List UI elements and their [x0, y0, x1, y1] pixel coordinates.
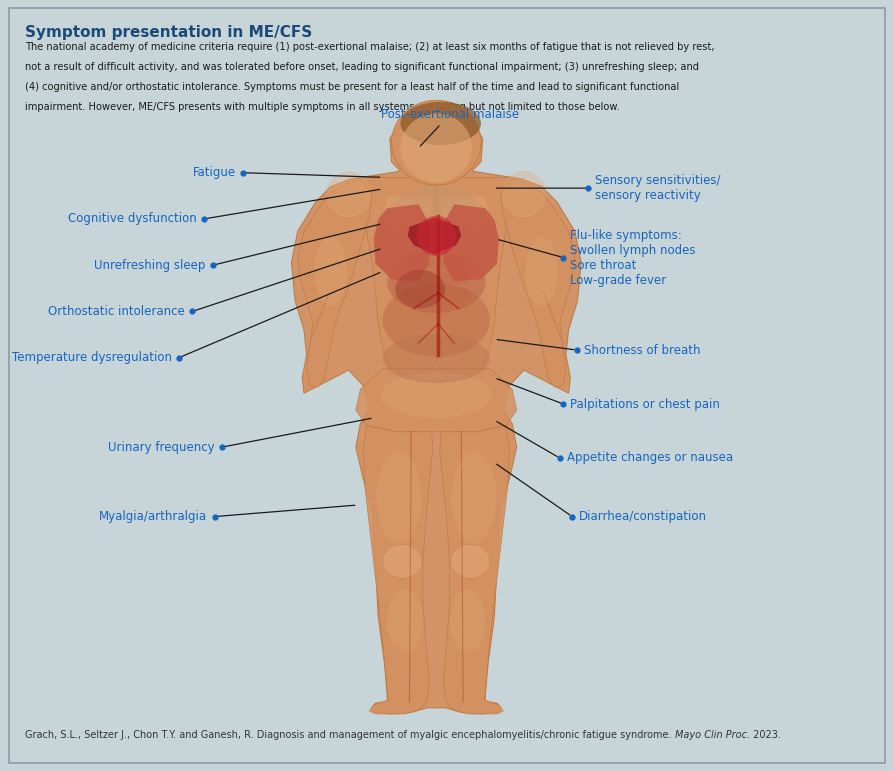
Ellipse shape	[402, 270, 434, 285]
Text: Mayo Clin Proc.: Mayo Clin Proc.	[675, 730, 750, 740]
Text: Sensory sensitivities/
sensory reactivity: Sensory sensitivities/ sensory reactivit…	[595, 174, 721, 202]
Ellipse shape	[375, 185, 497, 311]
Text: Symptom presentation in ME/CFS: Symptom presentation in ME/CFS	[25, 25, 312, 39]
Ellipse shape	[383, 334, 490, 383]
Ellipse shape	[401, 113, 472, 183]
Ellipse shape	[438, 254, 470, 270]
Polygon shape	[441, 197, 490, 227]
Ellipse shape	[417, 216, 456, 256]
Polygon shape	[443, 204, 499, 281]
Polygon shape	[291, 112, 581, 714]
Text: Grach, S.L., Seltzer J., Chon T.Y. and Ganesh, R. Diagnosis and management of my: Grach, S.L., Seltzer J., Chon T.Y. and G…	[25, 730, 675, 740]
Text: Appetite changes or nausea: Appetite changes or nausea	[567, 452, 733, 464]
Polygon shape	[408, 217, 461, 254]
Ellipse shape	[387, 251, 485, 313]
Ellipse shape	[402, 254, 434, 270]
Ellipse shape	[376, 451, 421, 544]
Text: Diarrhea/constipation: Diarrhea/constipation	[579, 510, 707, 523]
Polygon shape	[418, 173, 454, 185]
Ellipse shape	[438, 270, 470, 285]
Text: Post-exertional malaise: Post-exertional malaise	[381, 108, 519, 146]
Polygon shape	[374, 204, 429, 281]
Ellipse shape	[502, 171, 546, 217]
Ellipse shape	[383, 544, 422, 578]
Ellipse shape	[402, 287, 434, 302]
Polygon shape	[298, 179, 372, 387]
Ellipse shape	[315, 237, 347, 306]
Ellipse shape	[438, 287, 470, 302]
Ellipse shape	[451, 451, 496, 544]
Polygon shape	[356, 369, 517, 432]
Ellipse shape	[326, 171, 371, 217]
Text: 2023.: 2023.	[750, 730, 780, 740]
Polygon shape	[374, 204, 429, 281]
Text: Orthostatic intolerance: Orthostatic intolerance	[48, 305, 185, 318]
Polygon shape	[440, 426, 510, 714]
Ellipse shape	[526, 237, 558, 306]
Text: Myalgia/arthralgia: Myalgia/arthralgia	[99, 510, 207, 523]
Text: Cognitive dysfunction: Cognitive dysfunction	[68, 213, 197, 225]
Text: Palpitations or chest pain: Palpitations or chest pain	[570, 398, 721, 410]
Text: Temperature dysregulation: Temperature dysregulation	[12, 352, 172, 364]
Text: Unrefreshing sleep: Unrefreshing sleep	[94, 259, 206, 271]
Ellipse shape	[383, 283, 490, 357]
Ellipse shape	[450, 588, 485, 653]
Ellipse shape	[381, 372, 492, 418]
Text: Fatigue: Fatigue	[193, 167, 236, 179]
Ellipse shape	[451, 544, 490, 578]
Text: Flu-like symptoms:
Swollen lymph nodes
Sore throat
Low-grade fever: Flu-like symptoms: Swollen lymph nodes S…	[570, 228, 696, 287]
Polygon shape	[291, 112, 581, 714]
Polygon shape	[443, 204, 499, 281]
Text: impairment. However, ME/CFS presents with multiple symptoms in all systems, incl: impairment. However, ME/CFS presents wit…	[25, 102, 620, 112]
Ellipse shape	[387, 588, 423, 653]
Text: Urinary frequency: Urinary frequency	[108, 441, 215, 453]
Polygon shape	[354, 177, 519, 370]
Polygon shape	[383, 197, 432, 227]
Text: The national academy of medicine criteria require (1) post-exertional malaise; (: The national academy of medicine criteri…	[25, 42, 714, 52]
Polygon shape	[501, 179, 575, 387]
Text: not a result of difficult activity, and was tolerated before onset, leading to s: not a result of difficult activity, and …	[25, 62, 699, 72]
Text: (4) cognitive and/or orthostatic intolerance. Symptoms must be present for a lea: (4) cognitive and/or orthostatic intoler…	[25, 82, 679, 92]
Polygon shape	[363, 426, 433, 714]
Text: Shortness of breath: Shortness of breath	[584, 344, 700, 356]
Ellipse shape	[401, 102, 481, 145]
Ellipse shape	[392, 100, 481, 185]
Ellipse shape	[395, 270, 445, 308]
